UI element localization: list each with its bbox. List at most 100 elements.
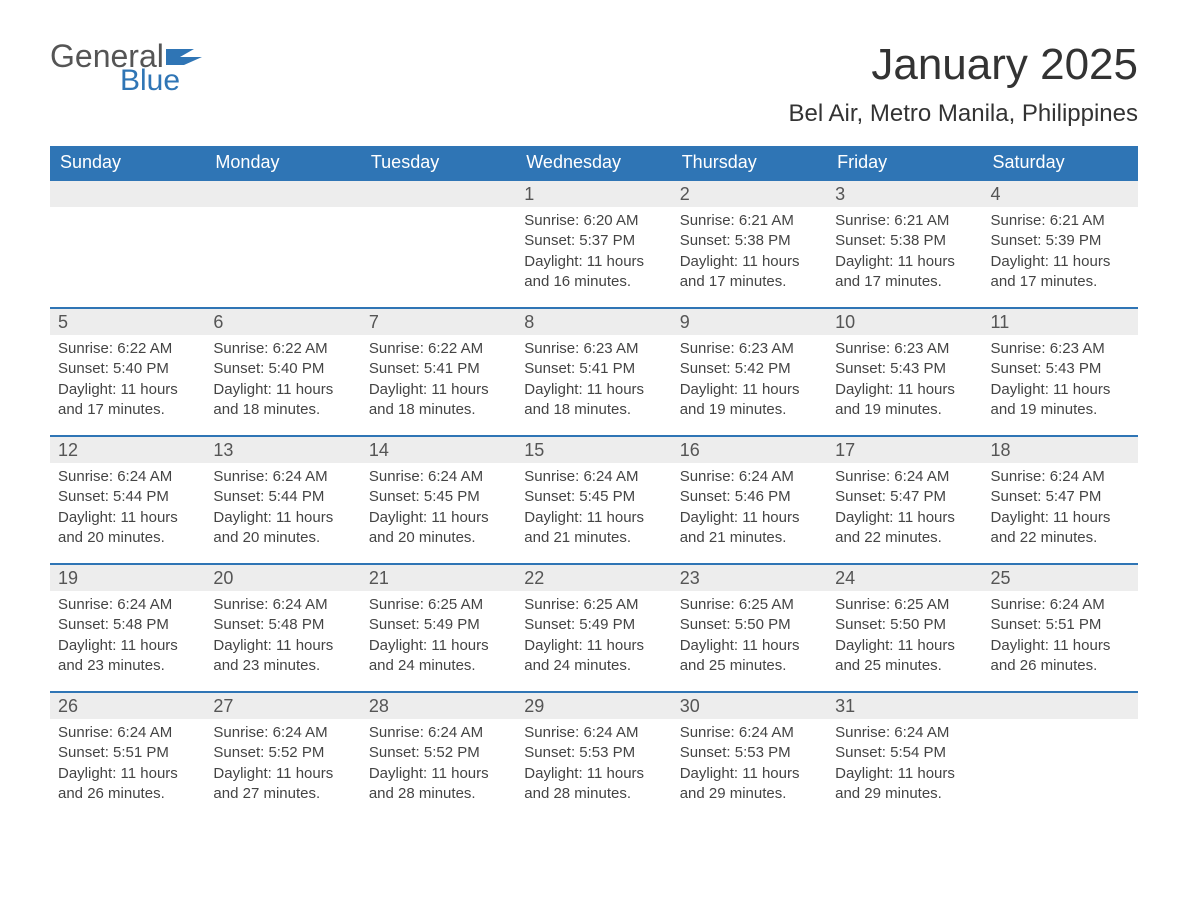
calendar-cell: 3Sunrise: 6:21 AMSunset: 5:38 PMDaylight… [827, 179, 982, 307]
sunrise-text: Sunrise: 6:24 AM [58, 595, 197, 615]
sunrise-text: Sunrise: 6:23 AM [991, 339, 1130, 359]
sunset-text: Sunset: 5:43 PM [835, 359, 974, 379]
day-content: Sunrise: 6:24 AMSunset: 5:48 PMDaylight:… [205, 591, 360, 684]
daylight-text: Daylight: 11 hours and 28 minutes. [524, 764, 663, 805]
daylight-text: Daylight: 11 hours and 26 minutes. [58, 764, 197, 805]
sunset-text: Sunset: 5:50 PM [680, 615, 819, 635]
calendar-cell: 30Sunrise: 6:24 AMSunset: 5:53 PMDayligh… [672, 691, 827, 819]
day-content: Sunrise: 6:24 AMSunset: 5:53 PMDaylight:… [516, 719, 671, 812]
sunrise-text: Sunrise: 6:24 AM [680, 467, 819, 487]
daylight-text: Daylight: 11 hours and 18 minutes. [213, 380, 352, 421]
daylight-text: Daylight: 11 hours and 20 minutes. [213, 508, 352, 549]
day-number: 16 [672, 435, 827, 463]
sunrise-text: Sunrise: 6:24 AM [369, 723, 508, 743]
day-content: Sunrise: 6:24 AMSunset: 5:46 PMDaylight:… [672, 463, 827, 556]
calendar-cell: 28Sunrise: 6:24 AMSunset: 5:52 PMDayligh… [361, 691, 516, 819]
day-content: Sunrise: 6:21 AMSunset: 5:38 PMDaylight:… [827, 207, 982, 300]
daylight-text: Daylight: 11 hours and 17 minutes. [835, 252, 974, 293]
sunrise-text: Sunrise: 6:20 AM [524, 211, 663, 231]
sunset-text: Sunset: 5:48 PM [58, 615, 197, 635]
calendar-cell: 14Sunrise: 6:24 AMSunset: 5:45 PMDayligh… [361, 435, 516, 563]
calendar-cell: 29Sunrise: 6:24 AMSunset: 5:53 PMDayligh… [516, 691, 671, 819]
daylight-text: Daylight: 11 hours and 21 minutes. [524, 508, 663, 549]
sunrise-text: Sunrise: 6:25 AM [680, 595, 819, 615]
sunrise-text: Sunrise: 6:23 AM [524, 339, 663, 359]
calendar-cell: 11Sunrise: 6:23 AMSunset: 5:43 PMDayligh… [983, 307, 1138, 435]
calendar-cell: 5Sunrise: 6:22 AMSunset: 5:40 PMDaylight… [50, 307, 205, 435]
dayname-sunday: Sunday [50, 146, 205, 179]
day-number: 15 [516, 435, 671, 463]
dayname-saturday: Saturday [983, 146, 1138, 179]
sunrise-text: Sunrise: 6:24 AM [524, 723, 663, 743]
logo-text-blue: Blue [120, 66, 202, 96]
day-content: Sunrise: 6:24 AMSunset: 5:47 PMDaylight:… [827, 463, 982, 556]
month-title: January 2025 [789, 40, 1139, 90]
day-content: Sunrise: 6:21 AMSunset: 5:38 PMDaylight:… [672, 207, 827, 300]
sunset-text: Sunset: 5:50 PM [835, 615, 974, 635]
day-number: 21 [361, 563, 516, 591]
daylight-text: Daylight: 11 hours and 20 minutes. [58, 508, 197, 549]
daylight-text: Daylight: 11 hours and 26 minutes. [991, 636, 1130, 677]
calendar-body: 1Sunrise: 6:20 AMSunset: 5:37 PMDaylight… [50, 179, 1138, 819]
day-number: 30 [672, 691, 827, 719]
daylight-text: Daylight: 11 hours and 17 minutes. [58, 380, 197, 421]
calendar-cell: 1Sunrise: 6:20 AMSunset: 5:37 PMDaylight… [516, 179, 671, 307]
sunrise-text: Sunrise: 6:23 AM [680, 339, 819, 359]
sunset-text: Sunset: 5:53 PM [524, 743, 663, 763]
sunrise-text: Sunrise: 6:24 AM [835, 467, 974, 487]
calendar-cell: 12Sunrise: 6:24 AMSunset: 5:44 PMDayligh… [50, 435, 205, 563]
daylight-text: Daylight: 11 hours and 18 minutes. [524, 380, 663, 421]
day-content: Sunrise: 6:25 AMSunset: 5:49 PMDaylight:… [361, 591, 516, 684]
calendar-cell: 6Sunrise: 6:22 AMSunset: 5:40 PMDaylight… [205, 307, 360, 435]
sunset-text: Sunset: 5:47 PM [991, 487, 1130, 507]
calendar-cell: 13Sunrise: 6:24 AMSunset: 5:44 PMDayligh… [205, 435, 360, 563]
day-content: Sunrise: 6:21 AMSunset: 5:39 PMDaylight:… [983, 207, 1138, 300]
calendar-cell [983, 691, 1138, 819]
sunset-text: Sunset: 5:42 PM [680, 359, 819, 379]
day-number: 7 [361, 307, 516, 335]
sunset-text: Sunset: 5:43 PM [991, 359, 1130, 379]
calendar-cell: 27Sunrise: 6:24 AMSunset: 5:52 PMDayligh… [205, 691, 360, 819]
day-number: 18 [983, 435, 1138, 463]
calendar-cell: 9Sunrise: 6:23 AMSunset: 5:42 PMDaylight… [672, 307, 827, 435]
day-number: 11 [983, 307, 1138, 335]
day-content: Sunrise: 6:24 AMSunset: 5:44 PMDaylight:… [50, 463, 205, 556]
day-number [205, 179, 360, 207]
sunset-text: Sunset: 5:52 PM [213, 743, 352, 763]
calendar-cell: 8Sunrise: 6:23 AMSunset: 5:41 PMDaylight… [516, 307, 671, 435]
daylight-text: Daylight: 11 hours and 16 minutes. [524, 252, 663, 293]
daylight-text: Daylight: 11 hours and 27 minutes. [213, 764, 352, 805]
sunrise-text: Sunrise: 6:24 AM [835, 723, 974, 743]
day-number: 22 [516, 563, 671, 591]
day-content: Sunrise: 6:24 AMSunset: 5:44 PMDaylight:… [205, 463, 360, 556]
daylight-text: Daylight: 11 hours and 23 minutes. [58, 636, 197, 677]
day-content: Sunrise: 6:22 AMSunset: 5:40 PMDaylight:… [205, 335, 360, 428]
calendar-cell: 24Sunrise: 6:25 AMSunset: 5:50 PMDayligh… [827, 563, 982, 691]
sunrise-text: Sunrise: 6:24 AM [213, 723, 352, 743]
sunrise-text: Sunrise: 6:23 AM [835, 339, 974, 359]
calendar-cell: 19Sunrise: 6:24 AMSunset: 5:48 PMDayligh… [50, 563, 205, 691]
day-number: 3 [827, 179, 982, 207]
sunset-text: Sunset: 5:44 PM [58, 487, 197, 507]
day-content: Sunrise: 6:22 AMSunset: 5:41 PMDaylight:… [361, 335, 516, 428]
sunrise-text: Sunrise: 6:24 AM [213, 595, 352, 615]
sunset-text: Sunset: 5:37 PM [524, 231, 663, 251]
dayname-wednesday: Wednesday [516, 146, 671, 179]
day-number: 19 [50, 563, 205, 591]
day-content: Sunrise: 6:24 AMSunset: 5:53 PMDaylight:… [672, 719, 827, 812]
daylight-text: Daylight: 11 hours and 19 minutes. [835, 380, 974, 421]
day-content: Sunrise: 6:24 AMSunset: 5:45 PMDaylight:… [361, 463, 516, 556]
day-content: Sunrise: 6:22 AMSunset: 5:40 PMDaylight:… [50, 335, 205, 428]
sunset-text: Sunset: 5:44 PM [213, 487, 352, 507]
day-content: Sunrise: 6:23 AMSunset: 5:43 PMDaylight:… [983, 335, 1138, 428]
day-number: 8 [516, 307, 671, 335]
calendar-cell: 2Sunrise: 6:21 AMSunset: 5:38 PMDaylight… [672, 179, 827, 307]
sunset-text: Sunset: 5:47 PM [835, 487, 974, 507]
day-content: Sunrise: 6:24 AMSunset: 5:48 PMDaylight:… [50, 591, 205, 684]
calendar-cell: 15Sunrise: 6:24 AMSunset: 5:45 PMDayligh… [516, 435, 671, 563]
sunrise-text: Sunrise: 6:21 AM [835, 211, 974, 231]
calendar-cell [361, 179, 516, 307]
daylight-text: Daylight: 11 hours and 25 minutes. [680, 636, 819, 677]
sunset-text: Sunset: 5:53 PM [680, 743, 819, 763]
daylight-text: Daylight: 11 hours and 29 minutes. [680, 764, 819, 805]
